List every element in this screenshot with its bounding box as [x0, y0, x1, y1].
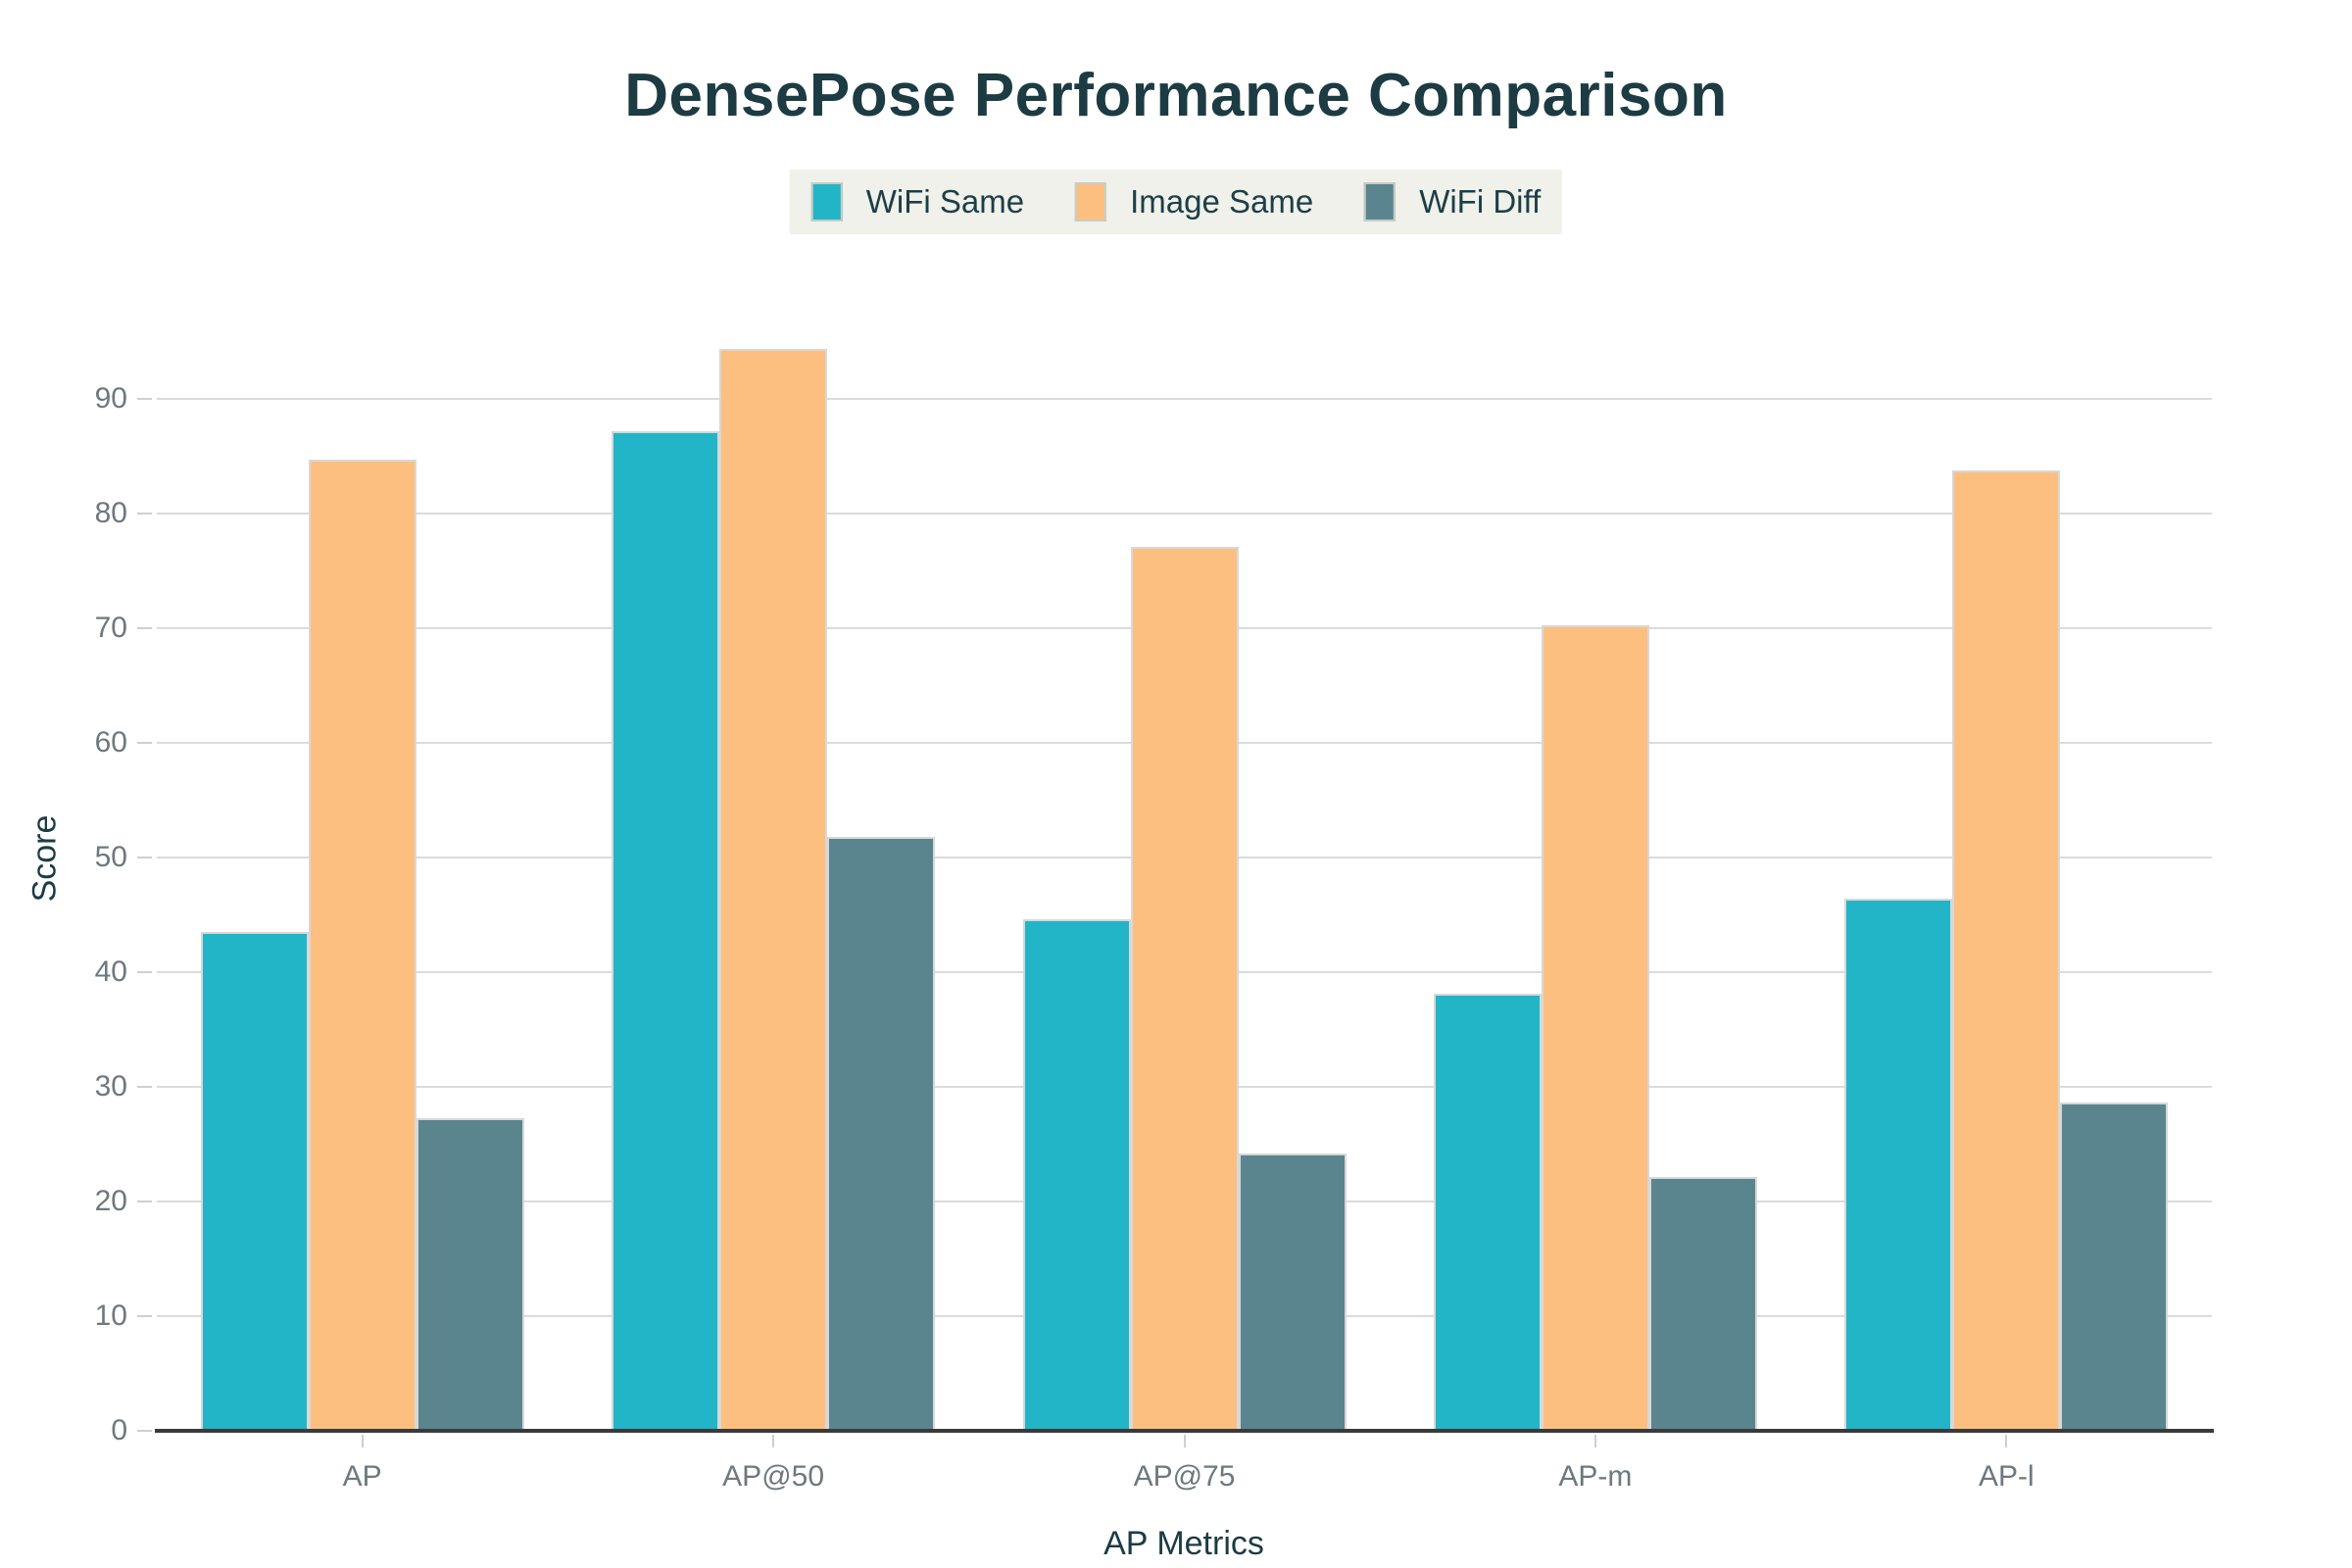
- bar-wifi-same-ap-50: [612, 430, 720, 1431]
- y-tick-mark-40: [137, 971, 152, 973]
- legend-item-wifi-same: WiFi Same: [810, 182, 1025, 221]
- y-tick-mark-20: [137, 1200, 152, 1202]
- y-tick-mark-90: [137, 398, 152, 400]
- bar-wifi-diff-ap: [416, 1117, 524, 1431]
- legend: WiFi Same Image Same WiFi Diff: [789, 170, 1563, 234]
- x-tick-mark-ap: [361, 1435, 364, 1447]
- x-tick-label-ap: AP: [342, 1460, 382, 1493]
- x-tick-label-ap-m: AP-m: [1558, 1460, 1633, 1493]
- y-tick-label-30: 30: [94, 1070, 127, 1102]
- y-tick-mark-30: [137, 1086, 152, 1088]
- bar-wifi-diff-ap-m: [1648, 1177, 1757, 1431]
- y-tick-mark-70: [137, 627, 152, 629]
- plot-area: 0 10 20 30 40 50 60 70 80 90 AP AP@50 AP@75 AP-m AP-l: [95, 284, 2214, 1493]
- y-tick-mark-60: [137, 742, 152, 744]
- y-tick-label-10: 10: [94, 1299, 127, 1332]
- y-tick-label-20: 20: [94, 1185, 127, 1217]
- bar-image-same-ap-50: [719, 348, 828, 1431]
- bar-wifi-same-ap-75: [1022, 919, 1131, 1431]
- y-tick-label-90: 90: [94, 382, 127, 415]
- y-tick-mark-10: [137, 1315, 152, 1317]
- x-tick-mark-ap-l: [2005, 1435, 2008, 1447]
- legend-swatch-image-same: [1075, 182, 1107, 221]
- bar-wifi-same-ap-l: [1844, 899, 1953, 1431]
- x-tick-label-ap-l: AP-l: [1978, 1460, 2034, 1493]
- y-tick-mark-50: [137, 857, 152, 858]
- bar-wifi-diff-ap-50: [827, 836, 936, 1431]
- y-tick-label-70: 70: [94, 612, 127, 644]
- y-tick-mark-0: [137, 1430, 152, 1432]
- x-axis-title: AP Metrics: [1103, 1525, 1264, 1562]
- y-tick-mark-80: [137, 513, 152, 514]
- y-tick-label-50: 50: [94, 841, 127, 873]
- bar-image-same-ap-l: [1952, 469, 2061, 1431]
- gridline-y-90: [157, 398, 2212, 400]
- x-tick-mark-ap-75: [1183, 1435, 1186, 1447]
- bar-image-same-ap-75: [1130, 546, 1239, 1431]
- legend-label-image-same: Image Same: [1130, 183, 1314, 220]
- y-tick-label-60: 60: [94, 726, 127, 759]
- legend-label-wifi-same: WiFi Same: [865, 183, 1025, 220]
- y-axis-title: Score: [25, 814, 64, 903]
- x-tick-mark-ap-50: [772, 1435, 775, 1447]
- legend-label-wifi-diff: WiFi Diff: [1419, 183, 1542, 220]
- chart-title: DensePose Performance Comparison: [624, 62, 1728, 129]
- bar-wifi-diff-ap-75: [1238, 1152, 1347, 1431]
- legend-item-image-same: Image Same: [1075, 182, 1313, 221]
- legend-swatch-wifi-same: [810, 182, 843, 221]
- y-tick-label-0: 0: [111, 1414, 127, 1446]
- bar-image-same-ap-m: [1541, 624, 1649, 1431]
- legend-swatch-wifi-diff: [1364, 182, 1396, 221]
- bar-image-same-ap: [308, 460, 416, 1431]
- bar-wifi-same-ap-m: [1433, 994, 1542, 1431]
- x-tick-mark-ap-m: [1593, 1435, 1596, 1447]
- y-tick-label-80: 80: [94, 497, 127, 529]
- bar-wifi-diff-ap-l: [2060, 1102, 2169, 1431]
- x-axis-line: [155, 1429, 2214, 1433]
- x-tick-label-ap-75: AP@75: [1133, 1460, 1236, 1493]
- gridline-y-80: [157, 513, 2212, 514]
- legend-item-wifi-diff: WiFi Diff: [1364, 182, 1541, 221]
- y-tick-label-40: 40: [94, 956, 127, 988]
- x-tick-label-ap-50: AP@50: [722, 1460, 825, 1493]
- bar-wifi-same-ap: [200, 932, 309, 1431]
